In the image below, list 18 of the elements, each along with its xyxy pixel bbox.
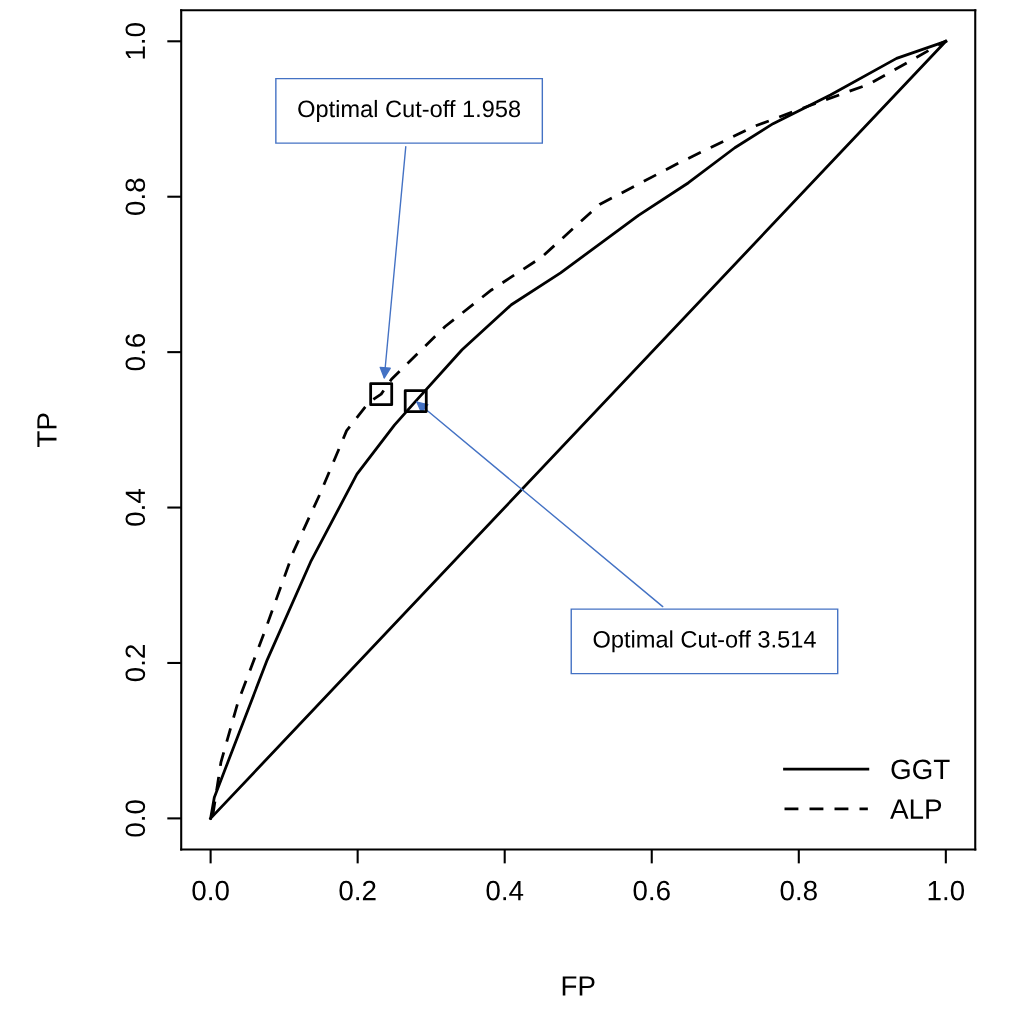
annotation: Optimal Cut-off 3.514	[593, 630, 816, 653]
x-tick-label: 1.0	[928, 880, 965, 901]
annotation: Optimal Cut-off 1.958	[298, 99, 521, 122]
y-tick-label: 1.0	[125, 23, 146, 59]
legend-label: ALP	[890, 799, 942, 819]
y-tick-label: 0.0	[125, 800, 146, 837]
x-tick-label: 0.4	[486, 880, 524, 901]
y-tick-label: 0.2	[125, 645, 146, 682]
y-tick-label: 0.6	[125, 334, 146, 371]
y-axis-title: TP	[37, 413, 57, 447]
y-tick-label: 0.8	[125, 178, 146, 215]
x-tick-label: 0.2	[339, 880, 376, 901]
x-tick-label: 0.6	[633, 880, 670, 901]
x-axis-title: FP	[562, 976, 595, 996]
legend-label: GGT	[891, 759, 950, 780]
y-tick-label: 0.4	[125, 489, 146, 526]
x-tick-label: 0.8	[780, 880, 817, 901]
x-tick-label: 0.0	[192, 880, 229, 901]
